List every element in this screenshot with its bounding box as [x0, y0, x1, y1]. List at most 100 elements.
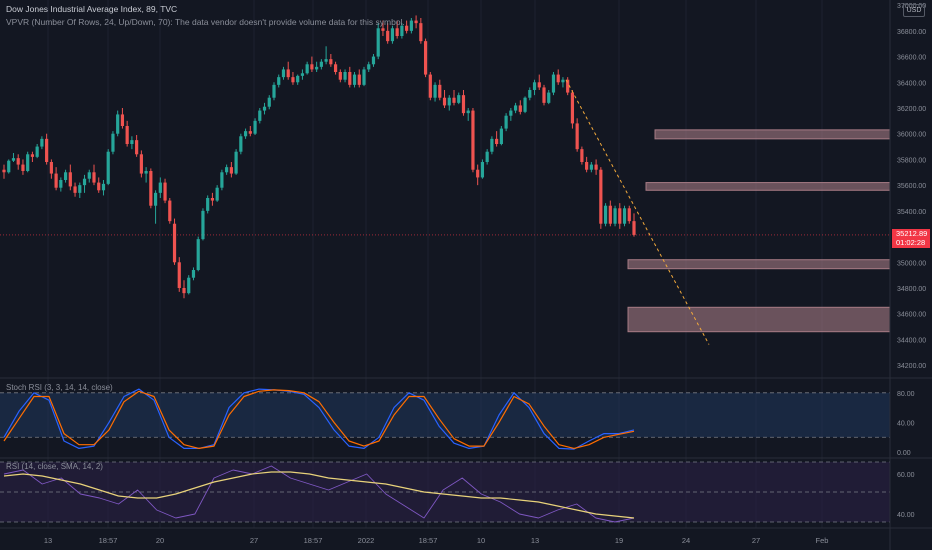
candle-body: [452, 97, 456, 103]
candle-body: [405, 25, 409, 31]
candle-body: [556, 74, 560, 83]
candle-body: [201, 210, 205, 240]
candle-body: [528, 90, 532, 98]
candle-body: [206, 198, 210, 211]
candle-body: [253, 120, 257, 134]
rsi-tick: 40.00: [897, 512, 915, 519]
currency-button[interactable]: USD: [903, 4, 925, 17]
candle-body: [338, 72, 342, 80]
candle: [547, 90, 551, 105]
candle: [589, 162, 593, 173]
candle: [442, 90, 447, 108]
candle: [87, 169, 91, 183]
candle-body: [566, 79, 570, 93]
candle: [262, 102, 267, 115]
candle-body: [163, 182, 167, 201]
candle-body: [537, 82, 541, 88]
candle-body: [130, 140, 134, 144]
candle: [239, 133, 243, 155]
stoch-rsi-label: Stoch RSI (3, 3, 14, 14, close): [6, 383, 113, 392]
candle-body: [329, 59, 333, 65]
candle: [319, 59, 323, 70]
time-axis[interactable]: 13 18:57 20 27 18:57 2022 18:57 10 13 19 24 27 Feb: [0, 527, 932, 545]
candle-body: [168, 200, 172, 222]
candle: [7, 159, 11, 174]
candle-body: [580, 149, 584, 162]
time-tick: 24: [682, 536, 690, 545]
candle-body: [433, 84, 437, 98]
candle-body: [480, 162, 485, 178]
candle-body: [632, 221, 636, 235]
candle-body: [135, 140, 139, 155]
candle: [509, 108, 513, 121]
candle-body: [613, 208, 617, 224]
time-tick: 18:57: [99, 536, 118, 545]
candle-body: [575, 123, 579, 150]
candle: [63, 169, 68, 183]
candle: [135, 135, 139, 157]
candle: [409, 18, 413, 34]
time-tick: 18:57: [304, 536, 323, 545]
candle-body: [627, 208, 631, 222]
vpvr-label: VPVR (Number Of Rows, 24, Up/Down, 70): …: [6, 17, 405, 27]
candle-body: [367, 64, 371, 70]
candle: [26, 151, 30, 173]
candle: [286, 61, 290, 80]
candle-body: [343, 72, 347, 80]
candle-body: [26, 154, 30, 171]
candle-body: [618, 208, 622, 224]
price-tick: 35000.00: [897, 260, 926, 267]
time-tick: 20: [156, 536, 164, 545]
candle-body: [215, 187, 219, 201]
candle: [73, 182, 77, 197]
candle: [116, 110, 120, 137]
candle-body: [310, 64, 314, 70]
candle: [281, 66, 286, 80]
candle-body: [49, 162, 53, 174]
candle: [495, 131, 499, 147]
candle: [82, 174, 87, 193]
candle-body: [542, 87, 546, 103]
stoch-tick: 80.00: [897, 391, 915, 398]
candle: [348, 66, 352, 88]
last-price-tag: 35212.89 01:02:28: [892, 229, 930, 248]
stoch-series-line: [3, 389, 635, 449]
candle-body: [68, 172, 72, 187]
candle: [362, 66, 366, 87]
price-tick: 34400.00: [897, 337, 926, 344]
candle-body: [485, 151, 489, 162]
candle: [2, 164, 6, 179]
candle-body: [315, 66, 319, 70]
candle: [177, 257, 181, 292]
candle: [622, 205, 627, 227]
candle-body: [561, 79, 565, 83]
candle: [528, 87, 532, 101]
candle-body: [45, 138, 49, 162]
candle: [419, 18, 423, 44]
candle-body: [381, 28, 385, 31]
candle-body: [419, 23, 423, 42]
candle: [452, 90, 456, 106]
candle: [158, 177, 162, 198]
candle: [206, 195, 210, 214]
candle-body: [409, 20, 413, 31]
candle: [504, 113, 508, 132]
last-price-value: 35212.89: [896, 229, 928, 238]
price-tick: 35400.00: [897, 209, 926, 216]
candle: [120, 108, 125, 129]
candle: [21, 159, 25, 175]
candles: [2, 15, 636, 299]
candle-body: [547, 92, 551, 103]
candle: [215, 185, 219, 202]
candle: [310, 56, 314, 72]
candle-body: [476, 169, 480, 178]
candle-body: [225, 167, 229, 173]
candle: [210, 192, 215, 206]
candle: [613, 205, 617, 227]
candle-body: [509, 110, 513, 116]
candle-body: [177, 262, 181, 288]
candle: [125, 120, 129, 147]
chart-title: Dow Jones Industrial Average Index, 89, …: [6, 4, 178, 14]
candle-body: [324, 59, 328, 62]
